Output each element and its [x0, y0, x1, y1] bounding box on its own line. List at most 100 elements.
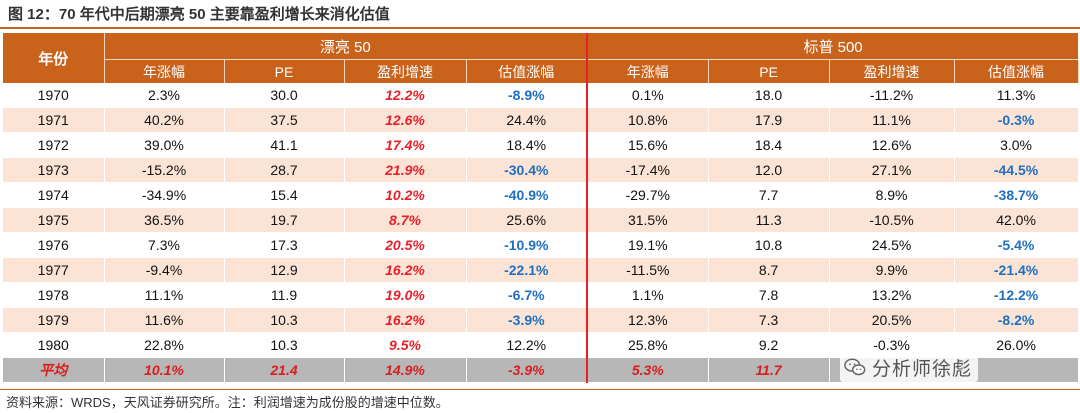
year-cell: 1970 [3, 83, 105, 108]
nifty50-cell: -15.2% [104, 157, 225, 183]
nifty50-cell: 25.6% [466, 207, 588, 233]
sp500-cell: 17.9 [708, 107, 830, 133]
nifty50-cell: -30.4% [466, 157, 588, 183]
nifty50-cell: -6.7% [466, 282, 588, 308]
nifty50-cell: 12.2% [466, 332, 588, 358]
sp500-cell: -0.3% [954, 107, 1079, 133]
nifty50-cell: 11.9 [224, 282, 345, 308]
sp500-cell: -29.7% [586, 182, 709, 208]
nifty50-cell: 21.9% [344, 157, 467, 183]
sp500-cell: 13.2% [829, 282, 955, 308]
nifty50-cell: 19.7 [224, 207, 345, 233]
valuation-table: 年份 漂亮 50 标普 500 年涨幅 PE 盈利增速 估值涨幅 年涨幅 PE … [3, 33, 1079, 383]
average-cell: -3.9% [466, 357, 588, 383]
nifty50-cell: 11.1% [104, 282, 225, 308]
sp500-cell: 9.9% [829, 257, 955, 283]
sp500-cell: -5.4% [954, 232, 1079, 258]
sp500-cell: 12.0 [708, 157, 830, 183]
sp500-cell: 31.5% [586, 207, 709, 233]
table-row: 1977 -9.4% 12.9 16.2% -22.1% -11.5% 8.7 9.9% -21… [3, 257, 1079, 283]
sp500-cell: 12.3% [586, 307, 709, 333]
nifty50-cell: 15.4 [224, 182, 345, 208]
sp500-cell: 42.0% [954, 207, 1079, 233]
nifty50-cell: 10.3 [224, 332, 345, 358]
sp500-cell: -38.7% [954, 182, 1079, 208]
table-row: 1972 39.0% 41.1 17.4% 18.4% 15.6% 18.4 12.6% 3.0… [3, 132, 1079, 158]
year-cell: 1979 [3, 307, 105, 333]
group-header-nifty50: 漂亮 50 [104, 33, 588, 60]
sp500-cell: 7.3 [708, 307, 830, 333]
nifty50-cell: 22.8% [104, 332, 225, 358]
nifty50-cell: 40.2% [104, 107, 225, 133]
sp500-cell: -44.5% [954, 157, 1079, 183]
watermark: 分析师徐彪 [840, 352, 979, 382]
sp500-cell: -10.5% [829, 207, 955, 233]
table-row: 1979 11.6% 10.3 16.2% -3.9% 12.3% 7.3 20.5% -8.2… [3, 307, 1079, 333]
col-header: 估值涨幅 [954, 59, 1079, 83]
sp500-cell: 3.0% [954, 132, 1079, 158]
average-label: 平均 [3, 357, 105, 383]
nifty50-cell: 10.2% [344, 182, 467, 208]
average-cell: 11.7 [708, 357, 830, 383]
nifty50-cell: 8.7% [344, 207, 467, 233]
nifty50-cell: -34.9% [104, 182, 225, 208]
table-row: 1975 36.5% 19.7 8.7% 25.6% 31.5% 11.3 -10.5% 42.… [3, 207, 1079, 233]
table-row: 1976 7.3% 17.3 20.5% -10.9% 19.1% 10.8 24.5% -5.… [3, 232, 1079, 258]
table-row: 1978 11.1% 11.9 19.0% -6.7% 1.1% 7.8 13.2% -12.2… [3, 282, 1079, 308]
title-rule [0, 27, 1080, 29]
average-cell: 14.9% [344, 357, 467, 383]
sp500-cell: -12.2% [954, 282, 1079, 308]
sp500-cell: 27.1% [829, 157, 955, 183]
sp500-cell: 19.1% [586, 232, 709, 258]
sp500-cell: -8.2% [954, 307, 1079, 333]
year-cell: 1977 [3, 257, 105, 283]
col-header: PE [708, 59, 830, 83]
table-row: 1980 22.8% 10.3 9.5% 12.2% 25.8% 9.2 -0.3% 26.0% [3, 332, 1079, 358]
sp500-cell: 11.1% [829, 107, 955, 133]
year-cell: 1971 [3, 107, 105, 133]
nifty50-cell: -8.9% [466, 83, 588, 108]
nifty50-cell: -40.9% [466, 182, 588, 208]
sp500-cell: 18.0 [708, 83, 830, 108]
sp500-cell: 8.7 [708, 257, 830, 283]
nifty50-cell: 17.4% [344, 132, 467, 158]
source-note: 资料来源：WRDS，天风证券研究所。注：利润增速为成份股的增速中位数。 [6, 395, 449, 410]
nifty50-cell: 12.2% [344, 83, 467, 108]
bottom-rule [0, 389, 1080, 390]
year-cell: 1980 [3, 332, 105, 358]
nifty50-cell: 30.0 [224, 83, 345, 108]
sp500-cell: 12.6% [829, 132, 955, 158]
table-row: 1970 2.3% 30.0 12.2% -8.9% 0.1% 18.0 -11.2% 11.3… [3, 83, 1079, 108]
year-cell: 1974 [3, 182, 105, 208]
nifty50-cell: -22.1% [466, 257, 588, 283]
sp500-cell: 11.3 [708, 207, 830, 233]
col-header: 年涨幅 [586, 59, 709, 83]
year-cell: 1978 [3, 282, 105, 308]
nifty50-cell: -3.9% [466, 307, 588, 333]
col-header: 年涨幅 [104, 59, 225, 83]
sp500-cell: 7.8 [708, 282, 830, 308]
sp500-cell: 1.1% [586, 282, 709, 308]
nifty50-cell: 9.5% [344, 332, 467, 358]
average-cell: 5.3% [586, 357, 709, 383]
nifty50-cell: 10.3 [224, 307, 345, 333]
nifty50-cell: 36.5% [104, 207, 225, 233]
table-row: 1973 -15.2% 28.7 21.9% -30.4% -17.4% 12.0 27.1%… [3, 157, 1079, 183]
nifty50-cell: -9.4% [104, 257, 225, 283]
table-row: 1971 40.2% 37.5 12.6% 24.4% 10.8% 17.9 11.1% -0.… [3, 107, 1079, 133]
sp500-cell: 18.4 [708, 132, 830, 158]
col-header: 盈利增速 [344, 59, 467, 83]
sp500-cell: 10.8% [586, 107, 709, 133]
year-header: 年份 [3, 33, 105, 83]
sp500-cell: -11.2% [829, 83, 955, 108]
sp500-cell: 26.0% [954, 332, 1079, 358]
nifty50-cell: 2.3% [104, 83, 225, 108]
nifty50-cell: 41.1 [224, 132, 345, 158]
nifty50-cell: 16.2% [344, 307, 467, 333]
sp500-cell: -17.4% [586, 157, 709, 183]
wechat-icon [844, 358, 866, 376]
watermark-text: 分析师徐彪 [872, 358, 973, 380]
nifty50-cell: 19.0% [344, 282, 467, 308]
sp500-cell: 9.2 [708, 332, 830, 358]
group-header-sp500: 标普 500 [586, 33, 1079, 60]
